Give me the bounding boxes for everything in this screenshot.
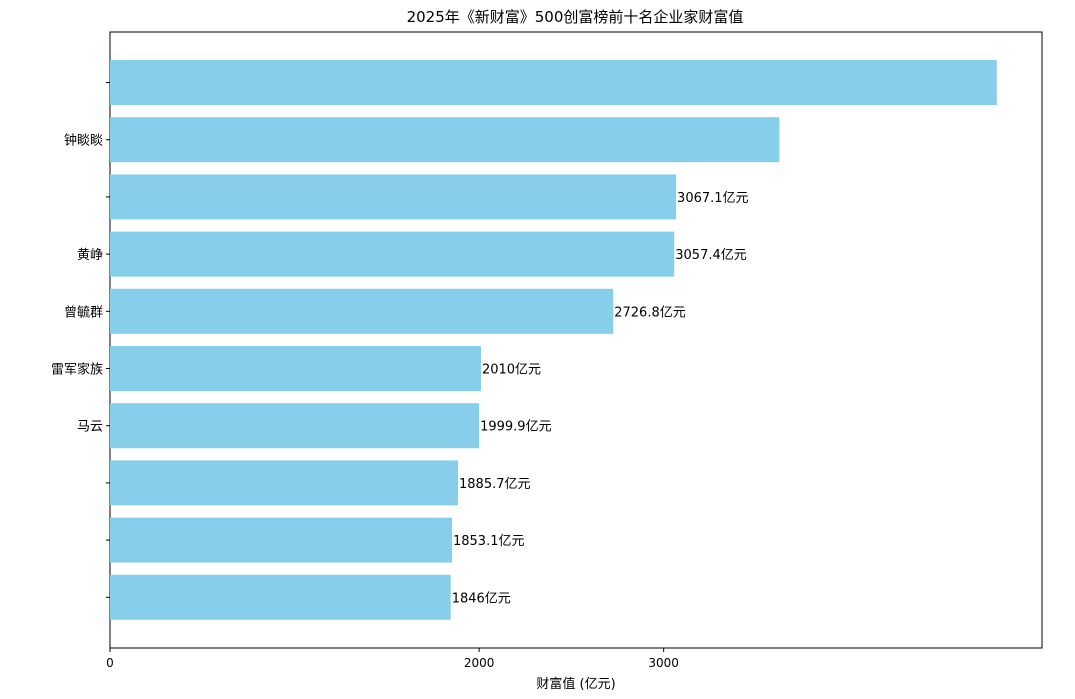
bar — [110, 60, 997, 105]
bar — [110, 460, 459, 506]
data-label: 1885.7亿元 — [459, 477, 531, 492]
data-label: 1853.1亿元 — [453, 534, 525, 549]
y-tick-label: 钟睒睒 — [64, 133, 103, 149]
x-tick-label: 3000 — [648, 656, 679, 670]
data-labels: 3067.1亿元 3057.4亿元 2726.8亿元 2010亿元 1999.9亿元 18… — [452, 191, 749, 606]
bar — [110, 231, 675, 277]
data-label: 3057.4亿元 — [675, 248, 747, 263]
x-tick-label: 2000 — [464, 656, 495, 670]
data-label: 1846亿元 — [452, 591, 511, 606]
bar — [110, 346, 481, 391]
data-label: 2010亿元 — [482, 363, 541, 378]
chart-title: 2025年《新财富》500创富榜前十名企业家财富值 — [406, 8, 744, 26]
data-label: 2726.8亿元 — [614, 305, 686, 320]
bar — [110, 117, 780, 163]
bars-group — [110, 60, 997, 620]
bar — [110, 403, 480, 449]
y-tick-label: 曾毓群 — [64, 304, 103, 320]
y-tick-label: 黄峥 — [77, 248, 103, 263]
bar — [110, 517, 452, 563]
data-label: 3067.1亿元 — [677, 191, 749, 206]
bar — [110, 288, 614, 334]
x-tick-label: 0 — [106, 656, 114, 670]
bar — [110, 174, 677, 220]
y-tick-label: 马云 — [77, 420, 103, 435]
plot-area-frame — [109, 31, 1043, 649]
x-axis-label: 财富值 (亿元) — [536, 677, 616, 692]
bar — [110, 574, 451, 620]
data-label: 1999.9亿元 — [480, 420, 552, 435]
y-tick-label: 雷军家族 — [51, 362, 103, 378]
x-ticks: 0 2000 3000 — [106, 648, 679, 670]
